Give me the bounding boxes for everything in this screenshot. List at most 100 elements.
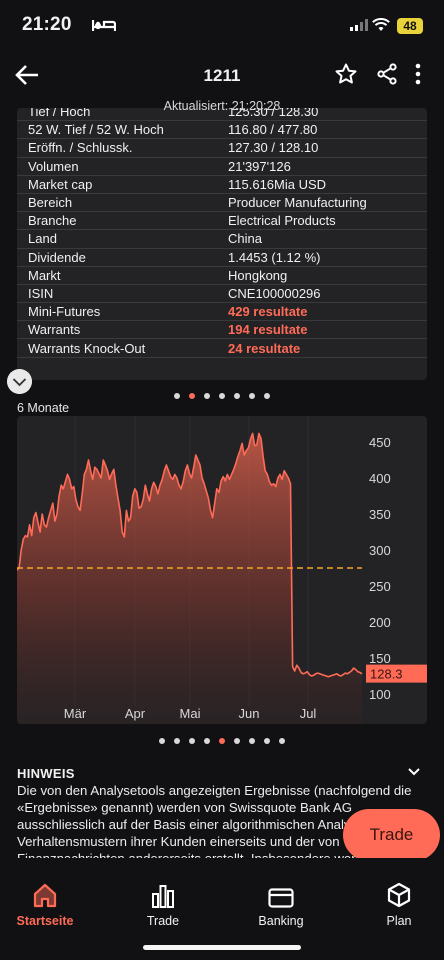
info-row: Dividende 1.4453 (1.12 %): [17, 249, 427, 267]
info-value: Producer Manufacturing: [228, 195, 367, 211]
more-vertical-icon[interactable]: [414, 63, 422, 85]
y-tick-label: 450: [369, 435, 391, 450]
status-time: 21:20: [22, 14, 72, 35]
price-chart-svg: 100 150 200 250 300 350 400 450 Mär Apr Mai Jun Jul 1…: [17, 416, 427, 724]
info-key: Markt: [28, 267, 61, 283]
info-row: Markt Hongkong: [17, 267, 427, 285]
pager-dot[interactable]: [204, 738, 210, 744]
nav-item-plan[interactable]: Plan: [354, 880, 444, 928]
nav-label: Banking: [258, 914, 304, 928]
info-value: CNE100000296: [228, 285, 321, 301]
nav-item-banking[interactable]: Banking: [236, 880, 326, 928]
x-tick-label: Mär: [64, 706, 87, 721]
pager-dot[interactable]: [249, 738, 255, 744]
pager-dots-top[interactable]: [0, 386, 444, 404]
collapse-chevron-icon[interactable]: [7, 369, 32, 394]
current-price-tag: [366, 664, 427, 683]
info-row[interactable]: Mini-Futures 429 resultate: [17, 303, 427, 322]
info-value: 115.616Mia USD: [228, 176, 327, 192]
expand-chevron-icon[interactable]: [406, 766, 422, 778]
info-value: 125.30 / 128.30: [228, 108, 319, 120]
x-tick-label: Jul: [300, 706, 317, 721]
info-key: Dividende: [28, 249, 86, 265]
price-chart[interactable]: 100 150 200 250 300 350 400 450 Mär Apr Mai Jun Jul 1…: [17, 416, 427, 724]
trade-button[interactable]: Trade: [343, 809, 440, 861]
y-tick-label: 400: [369, 471, 391, 486]
info-value: China: [228, 231, 262, 247]
pager-dot[interactable]: [174, 393, 180, 399]
info-value[interactable]: 24 resultate: [228, 340, 301, 356]
bed-icon: [92, 20, 116, 31]
cube-icon: [387, 882, 411, 908]
price-area: [17, 433, 362, 724]
pager-dot[interactable]: [159, 738, 165, 744]
info-key: Warrants Knock-Out: [28, 340, 146, 356]
pager-dot[interactable]: [174, 738, 180, 744]
info-key: 52 W. Tief / 52 W. Hoch: [28, 122, 164, 138]
bar-chart-icon: [152, 885, 174, 908]
wifi-icon: [372, 18, 390, 31]
last-updated: Aktualisiert: 21:20:28: [163, 99, 281, 113]
info-row[interactable]: Warrants Knock-Out 24 resultate: [17, 339, 427, 358]
back-arrow-icon[interactable]: [14, 62, 40, 88]
share-icon[interactable]: [376, 63, 398, 85]
info-value: 116.80 / 477.80: [228, 122, 318, 138]
x-tick-label: Apr: [125, 706, 146, 721]
info-key: Market cap: [28, 176, 93, 192]
chart-period-label: 6 Monate: [17, 401, 70, 415]
info-value: Hongkong: [228, 267, 288, 283]
pager-dot[interactable]: [264, 393, 270, 399]
pager-dot[interactable]: [264, 738, 270, 744]
info-key: Mini-Futures: [28, 304, 101, 320]
info-row: Tief / Hoch 125.30 / 128.30: [17, 108, 427, 122]
info-key: ISIN: [28, 285, 54, 301]
info-key: Bereich: [28, 195, 73, 211]
info-key: Eröffn. / Schlussk.: [28, 140, 133, 156]
nav-label: Startseite: [16, 914, 74, 928]
pager-dots-chart[interactable]: [0, 731, 444, 749]
info-value[interactable]: 194 resultate: [228, 322, 308, 338]
current-price-label: 128.3: [370, 667, 403, 682]
info-row: Eröffn. / Schlussk. 127.30 / 128.10: [17, 139, 427, 158]
info-key: Warrants: [28, 322, 81, 338]
bottom-nav: Startseite Trade Banking Plan: [0, 858, 444, 960]
card-icon: [268, 888, 294, 908]
y-tick-label: 250: [369, 579, 391, 594]
pager-dot[interactable]: [189, 738, 195, 744]
info-row: 52 W. Tief / 52 W. Hoch 116.80 / 477.80: [17, 121, 427, 140]
signal-icon: [350, 19, 368, 31]
battery-icon: 48: [397, 18, 423, 34]
pager-dot[interactable]: [279, 738, 285, 744]
info-row: Branche Electrical Products: [17, 212, 427, 231]
page-title: 1211: [203, 66, 241, 85]
x-tick-label: Jun: [239, 706, 260, 721]
pager-dot[interactable]: [219, 393, 225, 399]
status-bar: 21:20 48: [0, 0, 444, 52]
nav-item-trade[interactable]: Trade: [118, 880, 208, 928]
info-key: Tief / Hoch: [28, 108, 91, 120]
info-value: Electrical Products: [228, 213, 336, 229]
info-key: Branche: [28, 213, 77, 229]
info-row: Volumen 21'397'126: [17, 158, 427, 176]
x-tick-label: Mai: [180, 706, 201, 721]
nav-label: Trade: [146, 914, 180, 928]
info-table-card: Tief / Hoch 125.30 / 128.30 52 W. Tief / 5…: [17, 108, 427, 380]
info-row: Market cap 115.616Mia USD: [17, 176, 427, 194]
info-table: Tief / Hoch 125.30 / 128.30 52 W. Tief / 5…: [17, 108, 427, 358]
nav-item-startseite[interactable]: Startseite: [0, 880, 90, 928]
info-value: 127.30 / 128.10: [228, 140, 319, 156]
info-value: 21'397'126: [228, 158, 291, 174]
pager-dot[interactable]: [219, 738, 225, 744]
pager-dot[interactable]: [204, 393, 210, 399]
info-row: ISIN CNE100000296: [17, 285, 427, 304]
favorite-star-icon[interactable]: [334, 62, 358, 86]
info-row[interactable]: Warrants 194 resultate: [17, 321, 427, 340]
info-value[interactable]: 429 resultate: [228, 304, 308, 320]
info-value: 1.4453 (1.12 %): [228, 249, 321, 265]
pager-dot[interactable]: [234, 738, 240, 744]
pager-dot[interactable]: [249, 393, 255, 399]
y-tick-label: 300: [369, 543, 391, 558]
home-indicator: [143, 945, 301, 950]
pager-dot[interactable]: [234, 393, 240, 399]
pager-dot[interactable]: [189, 393, 195, 399]
